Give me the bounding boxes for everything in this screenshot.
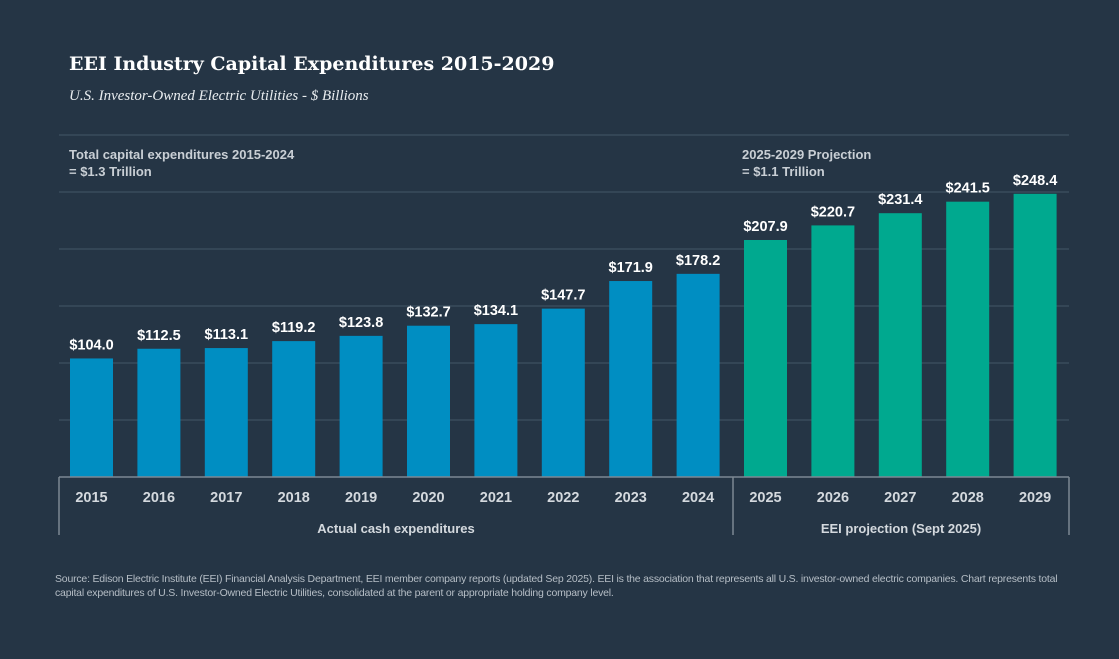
bar-2015 bbox=[70, 358, 113, 477]
data-label: $112.5 bbox=[137, 328, 181, 344]
bar-2017 bbox=[204, 348, 248, 477]
chart-title: EEI Industry Capital Expenditures 2015-2… bbox=[69, 53, 555, 75]
group-label: EEI projection (Sept 2025) bbox=[821, 521, 981, 536]
bar-2026 bbox=[811, 225, 855, 477]
data-label: $241.5 bbox=[946, 181, 990, 197]
x-tick-label: 2015 bbox=[75, 490, 107, 506]
x-tick-label: 2026 bbox=[817, 490, 849, 506]
bar-2029 bbox=[1013, 193, 1057, 477]
x-tick-label: 2017 bbox=[210, 490, 242, 506]
data-label: $178.2 bbox=[676, 253, 720, 269]
chart-subtitle: U.S. Investor-Owned Electric Utilities -… bbox=[69, 88, 369, 104]
group-annotation: 2025-2029 Projection bbox=[742, 147, 871, 162]
x-tick-label: 2018 bbox=[278, 490, 310, 506]
bar-2023 bbox=[609, 281, 653, 477]
data-label: $248.4 bbox=[1013, 173, 1057, 189]
bar-2025 bbox=[744, 239, 787, 477]
data-label: $147.7 bbox=[541, 288, 585, 304]
data-label: $132.7 bbox=[406, 305, 450, 321]
data-label: $119.2 bbox=[272, 320, 316, 336]
bar-2024 bbox=[676, 273, 720, 477]
bar-2016 bbox=[137, 348, 181, 477]
bar-2019 bbox=[339, 335, 383, 477]
data-label: $207.9 bbox=[743, 219, 787, 235]
data-label: $171.9 bbox=[609, 260, 653, 276]
group-annotation: = $1.1 Trillion bbox=[742, 164, 825, 179]
bar-2020 bbox=[407, 325, 450, 477]
group-annotation: Total capital expenditures 2015-2024 bbox=[69, 147, 295, 162]
bar-2022 bbox=[541, 308, 585, 477]
bar-2018 bbox=[272, 341, 316, 477]
data-label: $123.8 bbox=[339, 315, 383, 331]
data-label: $134.1 bbox=[474, 303, 518, 319]
x-tick-label: 2028 bbox=[952, 490, 984, 506]
x-tick-label: 2016 bbox=[143, 490, 175, 506]
source-footnote: Source: Edison Electric Institute (EEI) … bbox=[55, 573, 1058, 599]
x-tick-label: 2029 bbox=[1019, 490, 1051, 506]
data-label: $231.4 bbox=[878, 192, 922, 208]
x-tick-label: 2023 bbox=[615, 490, 647, 506]
x-tick-label: 2021 bbox=[480, 490, 512, 506]
x-tick-label: 2024 bbox=[682, 490, 714, 506]
x-tick-label: 2027 bbox=[884, 490, 916, 506]
bar-2027 bbox=[878, 213, 922, 478]
group-label: Actual cash expenditures bbox=[317, 521, 475, 536]
x-tick-label: 2020 bbox=[412, 490, 444, 506]
bar-2028 bbox=[946, 201, 990, 477]
x-tick-label: 2022 bbox=[547, 490, 579, 506]
bar-2021 bbox=[474, 324, 518, 477]
data-label: $104.0 bbox=[69, 337, 113, 353]
x-tick-label: 2025 bbox=[749, 490, 781, 506]
data-label: $220.7 bbox=[811, 204, 855, 220]
data-label: $113.1 bbox=[205, 327, 249, 343]
group-annotation: = $1.3 Trillion bbox=[69, 164, 152, 179]
x-tick-label: 2019 bbox=[345, 490, 377, 506]
